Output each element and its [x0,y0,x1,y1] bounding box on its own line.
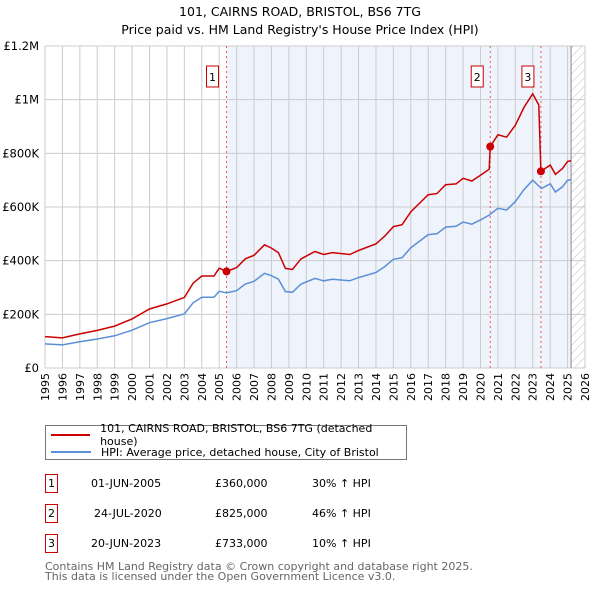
transaction-hpi: 10% ↑ HPI [312,537,371,550]
legend-swatch-blue [51,451,91,453]
x-tick-label: 2023 [527,373,540,401]
legend-swatch-red [51,434,91,436]
legend-item-hpi: HPI: Average price, detached house, City… [51,444,379,460]
x-tick-label: 2001 [144,373,157,401]
x-tick-label: 2010 [300,373,313,401]
chart-subtitle: Price paid vs. HM Land Registry's House … [121,22,479,37]
footer-copyright: Contains HM Land Registry data © Crown c… [45,560,473,573]
x-tick-label: 2020 [474,373,487,401]
sale-label-1: 1 [206,65,220,88]
y-tick-label: £400K [2,254,39,268]
property-series-line [44,92,572,339]
sale-point [222,267,231,276]
y-tick-label: £1M [14,93,39,107]
sale-label-text: 2 [474,71,481,84]
legend-label: 101, CAIRNS ROAD, BRISTOL, BS6 7TG (deta… [100,422,373,448]
y-tick-label: £1.2M [3,39,39,53]
x-tick-label: 2019 [457,373,470,401]
x-tick-label: 2022 [509,373,522,401]
y-tick-label: £200K [2,307,39,321]
transaction-marker: 1 [45,474,58,493]
x-tick-label: 2011 [318,373,331,401]
legend: 101, CAIRNS ROAD, BRISTOL, BS6 7TG (deta… [45,422,407,460]
x-tick-label: 2018 [440,373,453,401]
x-tick-label: 2013 [353,373,366,401]
sale-label-3: 3 [521,65,535,88]
x-tick-label: 2017 [422,373,435,401]
sale-label-2: 2 [470,65,484,88]
y-tick-label: £0 [24,361,39,375]
x-tick-label: 2009 [283,373,296,401]
x-tick-label: 2003 [178,373,191,401]
price-chart: 1995 1996 1997 1998 1999 2000 2001 2002 2003 2004… [2,39,592,401]
x-tick-label: 1997 [74,373,87,401]
transaction-price: £360,000 [215,477,268,490]
x-tick-label: 2008 [265,373,278,401]
transaction-date: 01-JUN-2005 [91,477,162,490]
hpi-series-line [44,178,572,346]
sale-label-text: 1 [209,71,216,84]
x-tick-label: 2012 [335,373,348,401]
chart-title: 101, CAIRNS ROAD, BRISTOL, BS6 7TG [179,4,421,19]
footer-licence: This data is licensed under the Open Gov… [45,570,396,583]
x-tick-label: 2021 [492,373,505,401]
transaction-row: 3 20-JUN-2023 £733,000 10% ↑ HPI [45,534,445,554]
transaction-date: 24-JUL-2020 [94,507,162,520]
transaction-marker: 2 [45,504,58,523]
x-tick-label: 2006 [231,373,244,401]
x-tick-label: 1999 [109,373,122,401]
x-tick-label: 2015 [387,373,400,401]
x-tick-label: 2014 [370,373,383,401]
x-tick-label: 1996 [56,373,69,401]
y-tick-label: £600K [2,200,39,214]
sale-label-box [470,65,484,88]
x-tick-label: 2007 [248,373,261,401]
x-tick-label: 1998 [91,373,104,401]
x-tick-label: 2016 [405,373,418,401]
transaction-marker: 3 [45,534,58,553]
sale-label-box [521,65,535,88]
x-tick-label: 2026 [579,373,592,401]
x-tick-label: 2025 [562,373,575,401]
x-tick-label: 2005 [213,373,226,401]
x-tick-label: 1995 [39,373,52,401]
transaction-hpi: 30% ↑ HPI [312,477,371,490]
transaction-price: £733,000 [215,537,268,550]
legend-label: HPI: Average price, detached house, City… [101,445,379,459]
y-tick-label: £800K [2,146,39,160]
sale-point [536,167,545,176]
transaction-row: 1 01-JUN-2005 £360,000 30% ↑ HPI [45,474,445,494]
x-tick-label: 2002 [161,373,174,401]
sale-label-text: 3 [524,71,531,84]
transaction-price: £825,000 [215,507,268,520]
transaction-row: 2 24-JUL-2020 £825,000 46% ↑ HPI [45,504,445,524]
x-tick-label: 2000 [126,373,139,401]
legend-item-property: 101, CAIRNS ROAD, BRISTOL, BS6 7TG (deta… [51,422,406,448]
x-tick-label: 2024 [544,373,557,401]
transaction-date: 20-JUN-2023 [91,537,162,550]
sale-point [486,142,495,151]
sale-label-box [206,65,220,88]
x-tick-label: 2004 [196,373,209,401]
transaction-hpi: 46% ↑ HPI [312,507,371,520]
